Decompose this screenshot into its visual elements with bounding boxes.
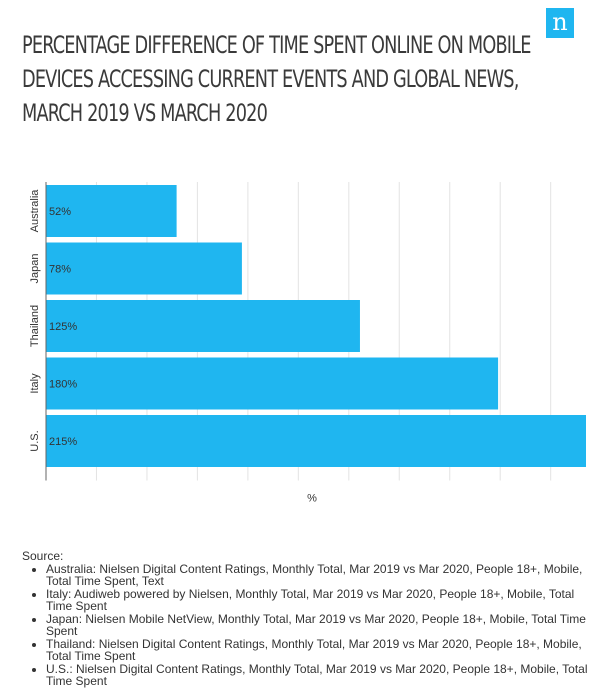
source-item: Italy: Audiweb powered by Nielsen, Month… (46, 588, 592, 612)
source-item: Japan: Nielsen Mobile NetView, Monthly T… (46, 613, 592, 637)
bar (46, 357, 499, 410)
bar (46, 415, 586, 467)
category-tick-label: U.S. (29, 430, 41, 451)
data-label: 215% (49, 436, 77, 448)
data-label: 180% (49, 379, 77, 391)
category-tick-label: Thailand (29, 305, 41, 347)
bar (46, 242, 242, 295)
source-notes: Source: Australia: Nielsen Digital Conte… (22, 550, 592, 688)
data-label: 78% (49, 264, 71, 276)
category-tick-label: Australia (29, 189, 41, 233)
source-list: Australia: Nielsen Digital Content Ratin… (22, 563, 592, 687)
category-tick-label: Italy (29, 373, 41, 394)
bar-chart: 52% Australia 78% Japan 125% Thailand 180% Ital… (29, 182, 586, 505)
source-item: Australia: Nielsen Digital Content Ratin… (46, 563, 592, 587)
x-axis-label: % (307, 493, 317, 505)
bar (46, 185, 177, 237)
category-tick-label: Japan (29, 254, 41, 284)
chart-title: PERCENTAGE DIFFERENCE OF TIME SPENT ONLI… (22, 31, 531, 127)
nielsen-logo: n (546, 8, 574, 38)
source-item: U.S.: Nielsen Digital Content Ratings, M… (46, 663, 592, 687)
source-heading: Source: (22, 549, 64, 563)
source-item: Thailand: Nielsen Digital Content Rating… (46, 638, 592, 662)
data-label: 52% (49, 206, 71, 218)
bar (46, 300, 360, 352)
data-label: 125% (49, 321, 77, 333)
